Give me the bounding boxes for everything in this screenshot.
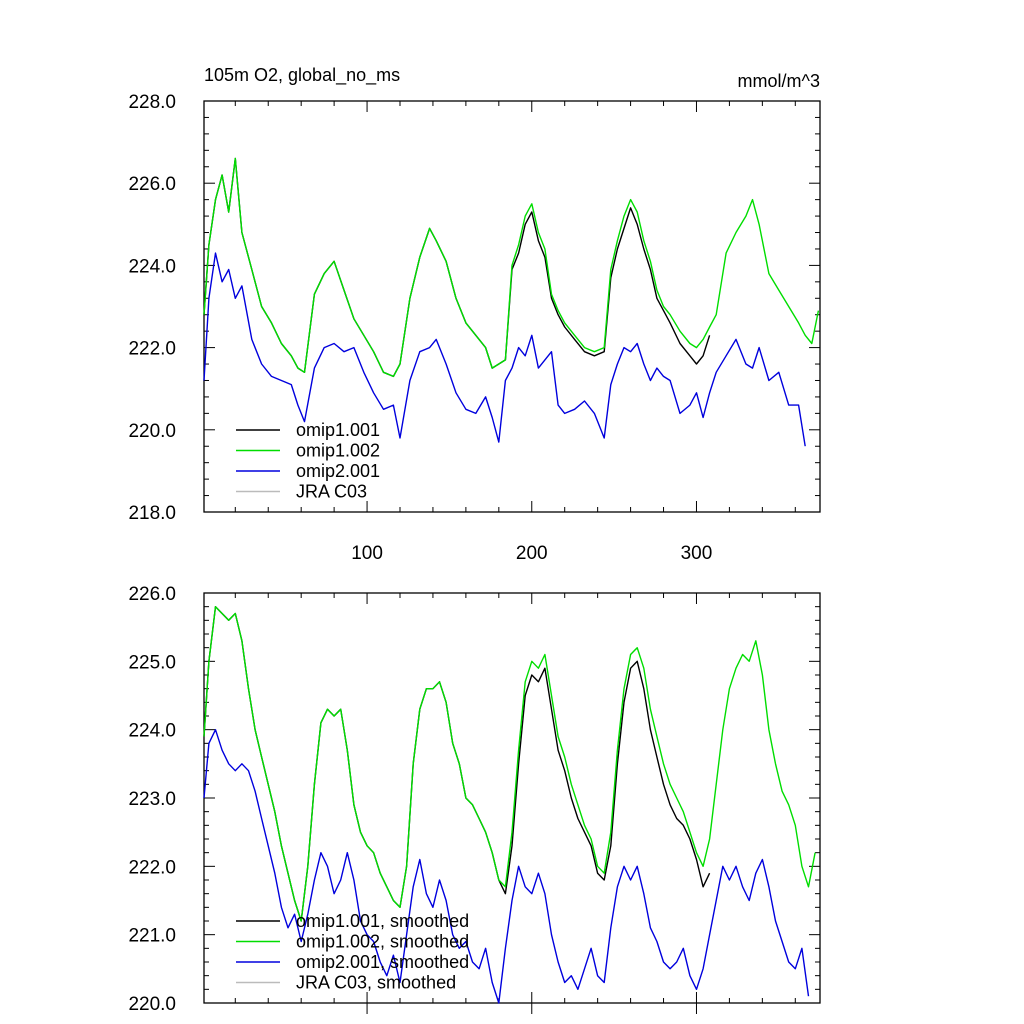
bottom-legend-label: omip1.001, smoothed (296, 911, 469, 931)
top-legend-label: omip1.001 (296, 420, 380, 440)
bottom-ytick-label: 220.0 (128, 994, 176, 1015)
bottom-ytick-label: 223.0 (128, 789, 176, 810)
bottom-legend-label: omip1.002, smoothed (296, 932, 469, 952)
top-ytick-label: 228.0 (128, 92, 176, 113)
top-legend-label: omip2.001 (296, 461, 380, 481)
top-legend-label: omip1.002 (296, 441, 380, 461)
top-ytick-label: 224.0 (128, 256, 176, 277)
top-ytick-label: 222.0 (128, 339, 176, 360)
bottom-ytick-label: 224.0 (128, 721, 176, 742)
bottom-plot-area: 220.0 221.0 222.0 223.0 224.0 225.0 226.0 omip1… (128, 584, 821, 1015)
top-panel: 105m O2, global_no_ms mmol/m^3 218.0 220.… (128, 65, 821, 564)
top-series-line-2 (203, 252, 806, 447)
bottom-ytick-label: 222.0 (128, 857, 176, 878)
top-legend-label: JRA C03 (296, 482, 367, 502)
bottom-ytick-label: 226.0 (128, 584, 176, 605)
bottom-legend-label: JRA C03, smoothed (296, 973, 456, 993)
bottom-ytick-label: 221.0 (128, 926, 176, 947)
top-ytick-label: 226.0 (128, 174, 176, 195)
top-panel-units: mmol/m^3 (738, 71, 820, 91)
bottom-series-line-1 (203, 606, 816, 922)
top-series-line-0 (203, 157, 711, 378)
bottom-legend-label: omip2.001, smoothed (296, 952, 469, 972)
top-ytick-label: 218.0 (128, 503, 176, 524)
top-xtick-label: 100 (351, 543, 383, 564)
top-panel-title: 105m O2, global_no_ms (204, 65, 400, 86)
top-ytick-label: 220.0 (128, 421, 176, 442)
top-xtick-label: 200 (516, 543, 548, 564)
bottom-series-line-2 (203, 729, 810, 1004)
bottom-panel: 220.0 221.0 222.0 223.0 224.0 225.0 226.0 omip1… (128, 584, 821, 1015)
top-plot-area: 218.0 220.0 222.0 224.0 226.0 228.0 100 200 300 o… (128, 92, 821, 564)
bottom-ytick-label: 225.0 (128, 652, 176, 673)
top-xtick-label: 300 (681, 543, 713, 564)
top-series-line-1 (203, 157, 820, 378)
